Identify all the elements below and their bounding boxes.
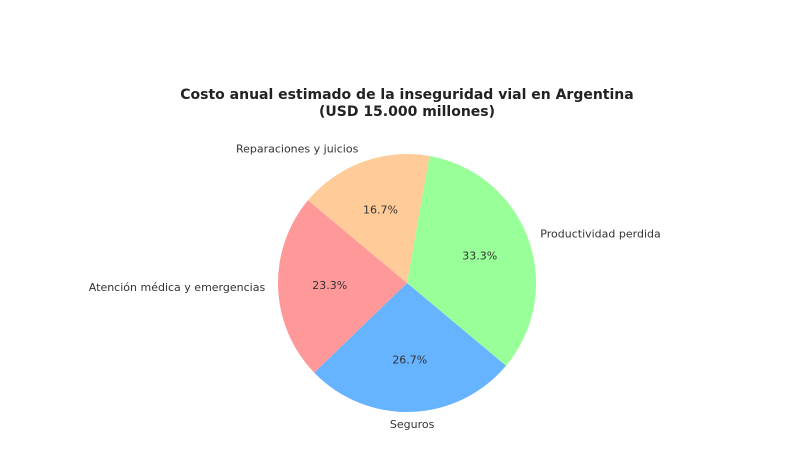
chart-subtitle: (USD 15.000 millones) [319, 104, 495, 120]
category-label-seguros: Seguros [390, 418, 435, 431]
percent-label-atencion-medica-y-emergencias: 23.3% [312, 279, 347, 292]
category-label-reparaciones-y-juicios: Reparaciones y juicios [236, 143, 359, 156]
percent-label-reparaciones-y-juicios: 16.7% [363, 203, 398, 216]
pie-slice-seguros [314, 283, 506, 412]
percent-label-productividad-perdida: 33.3% [462, 250, 497, 263]
pie-slice-reparaciones-y-juicios [308, 154, 430, 283]
chart-title: Costo anual estimado de la inseguridad v… [180, 87, 633, 103]
percent-label-seguros: 26.7% [392, 353, 427, 366]
pie-slices [278, 154, 536, 412]
pie-slice-productividad-perdida [407, 155, 536, 366]
pie-slice-atencion-medica-y-emergencias [278, 200, 407, 373]
category-label-productividad-perdida: Productividad perdida [540, 227, 660, 240]
pie-labels: Productividad perdida 33.3% Seguros 26.7% At… [89, 143, 661, 431]
category-label-atencion-medica-y-emergencias: Atención médica y emergencias [89, 281, 266, 294]
